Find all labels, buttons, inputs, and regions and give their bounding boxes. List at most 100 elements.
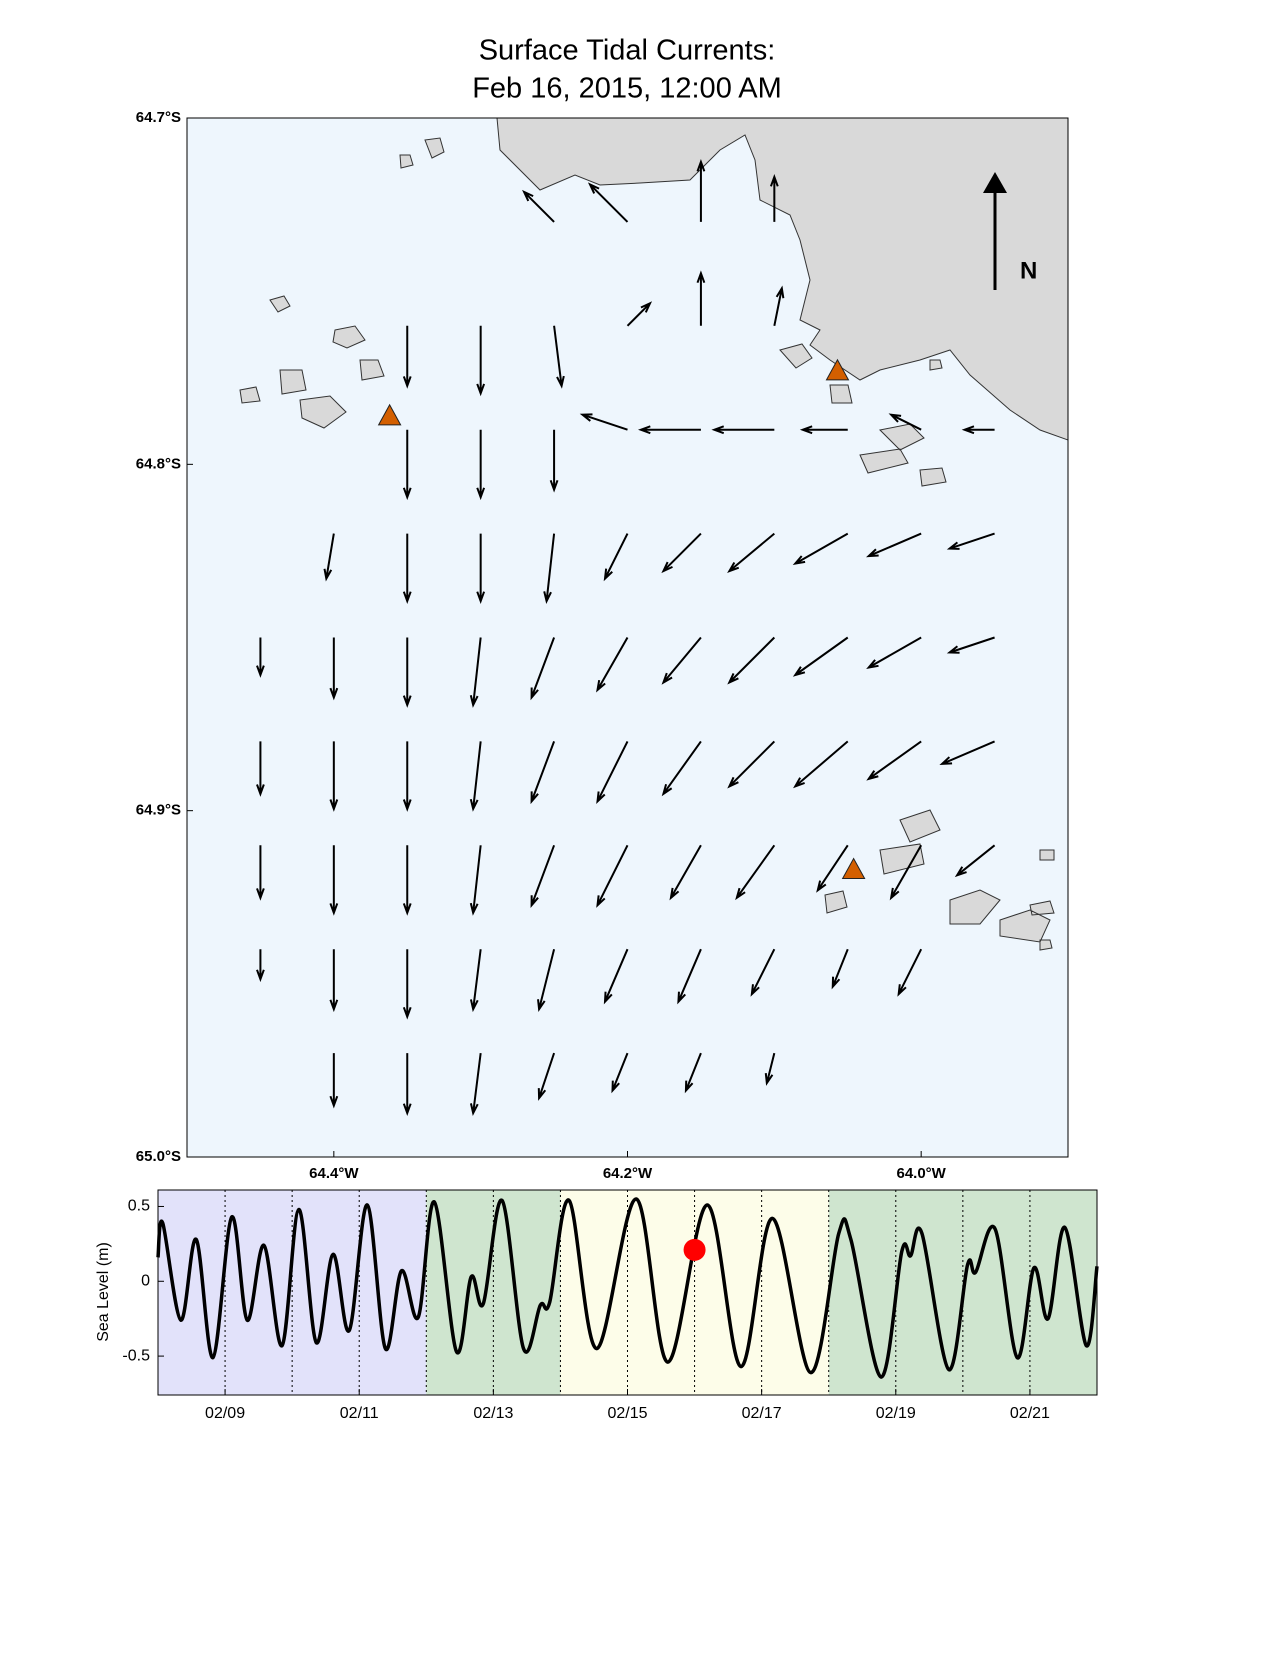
current-vector xyxy=(596,740,629,805)
current-vector xyxy=(769,173,779,222)
current-vector xyxy=(727,636,776,685)
y-axis-label: Sea Level (m) xyxy=(95,1242,112,1342)
current-vector xyxy=(792,532,849,566)
current-vector xyxy=(696,270,706,326)
sea-level-line xyxy=(156,1197,1099,1379)
current-vector xyxy=(537,1052,556,1101)
current-vector xyxy=(946,532,995,550)
y-tick-label: 64.7°S xyxy=(136,109,181,126)
current-vector xyxy=(530,741,556,805)
current-vector xyxy=(402,949,412,1020)
north-label: N xyxy=(1020,257,1037,284)
current-vector xyxy=(476,429,486,501)
land xyxy=(239,118,1068,951)
current-vector xyxy=(596,637,629,693)
current-vector xyxy=(603,948,629,1005)
current-vector xyxy=(579,413,628,431)
current-vector xyxy=(587,182,629,223)
current-vector xyxy=(816,844,849,893)
current-vector xyxy=(402,325,412,389)
vectors xyxy=(256,158,996,1117)
current-vector xyxy=(792,636,849,677)
current-vector xyxy=(677,948,702,1005)
y-tick-label: 64.9°S xyxy=(136,802,181,819)
current-time-marker xyxy=(683,1238,706,1261)
current-vector xyxy=(256,637,265,678)
current-vector xyxy=(530,844,556,909)
current-vector xyxy=(596,844,629,908)
y-tick-label: 0.5 xyxy=(128,1198,150,1215)
x-tick-label: 02/15 xyxy=(607,1405,647,1422)
x-tick-label: 02/09 xyxy=(205,1405,245,1422)
current-vector xyxy=(866,740,922,781)
current-vector xyxy=(727,740,776,789)
current-vector xyxy=(946,636,995,654)
current-vector xyxy=(888,413,922,431)
x-tick-label: 02/21 xyxy=(1010,1405,1050,1422)
current-vector xyxy=(402,1053,412,1117)
current-vector xyxy=(793,740,849,789)
current-vector xyxy=(402,533,412,605)
current-vector xyxy=(669,844,702,901)
current-vector xyxy=(329,949,339,1013)
current-vector xyxy=(549,429,559,493)
current-vector xyxy=(764,1052,776,1086)
x-tick-label: 02/11 xyxy=(340,1405,379,1422)
current-vector xyxy=(329,1053,339,1109)
x-tick-label: 02/13 xyxy=(473,1405,513,1422)
current-vector xyxy=(603,533,629,582)
current-vector xyxy=(469,741,482,812)
current-vector xyxy=(735,844,776,901)
chart-subtitle: Feb 16, 2015, 12:00 AM xyxy=(472,73,782,105)
x-tick-label: 64.0°W xyxy=(896,1165,946,1182)
current-vector xyxy=(543,533,556,604)
current-vector xyxy=(750,948,776,997)
current-vector xyxy=(626,301,653,327)
x-tick-label: 02/17 xyxy=(742,1405,782,1422)
current-vector xyxy=(638,425,701,435)
current-vector xyxy=(684,1052,702,1094)
current-vector xyxy=(402,637,412,708)
current-vector xyxy=(323,533,335,582)
current-vector xyxy=(469,845,482,916)
current-vector xyxy=(256,741,265,797)
y-tick-label: 64.8°S xyxy=(136,455,181,472)
current-vector xyxy=(476,533,486,605)
current-vector xyxy=(939,740,995,766)
x-tick-label: 02/19 xyxy=(876,1405,916,1422)
current-vector xyxy=(865,532,922,558)
y-tick-label: 65.0°S xyxy=(136,1148,181,1165)
current-vector xyxy=(476,325,486,397)
current-vector xyxy=(954,844,996,878)
island xyxy=(239,137,1055,951)
north-arrow-head xyxy=(983,172,1007,193)
current-vector xyxy=(661,532,702,574)
current-vector xyxy=(553,325,565,389)
current-vector xyxy=(661,636,702,685)
current-vector xyxy=(611,1052,629,1094)
current-vector xyxy=(889,844,923,901)
station xyxy=(377,403,402,426)
current-vector xyxy=(469,949,482,1013)
current-vector xyxy=(831,948,849,990)
y-tick-label: -0.5 xyxy=(122,1347,150,1364)
north-arrow: N xyxy=(983,172,1037,290)
current-vector xyxy=(537,948,556,1013)
current-vector xyxy=(256,845,265,901)
current-vector xyxy=(522,189,555,223)
current-vector xyxy=(256,949,265,983)
current-vector xyxy=(711,425,775,435)
current-vector xyxy=(469,637,482,708)
mainland xyxy=(496,118,1068,441)
station xyxy=(825,358,850,381)
current-vector xyxy=(773,285,785,326)
station xyxy=(841,857,866,880)
current-vector xyxy=(329,845,339,916)
current-vector xyxy=(727,532,775,573)
current-vector xyxy=(696,158,706,222)
current-vector xyxy=(402,845,412,916)
x-tick-label: 64.4°W xyxy=(309,1165,359,1182)
chart-title: Surface Tidal Currents: xyxy=(479,35,776,67)
current-vector xyxy=(530,637,556,701)
